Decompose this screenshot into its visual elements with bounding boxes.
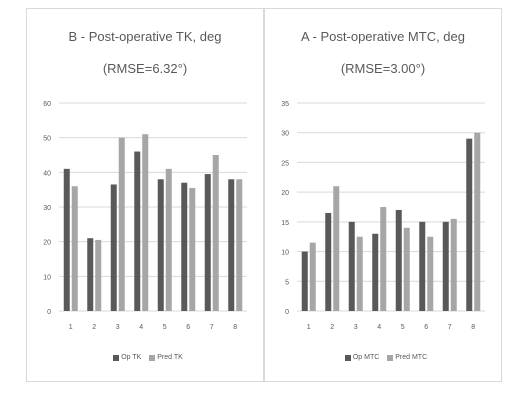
y-tick-label: 30	[43, 205, 51, 212]
y-tick-label: 15	[281, 220, 289, 227]
x-tick-label: 5	[163, 324, 167, 331]
bar-op-tk	[87, 238, 94, 311]
bar-pred-mtc	[309, 242, 316, 311]
x-tick-label: 6	[424, 324, 428, 331]
bar-pred-tk	[236, 179, 243, 311]
bar-op-mtc	[395, 209, 402, 311]
y-tick-label: 10	[43, 274, 51, 281]
x-tick-label: 3	[116, 324, 120, 331]
y-tick-label: 30	[281, 131, 289, 138]
bar-op-tk	[110, 184, 117, 311]
legend-label-op: Op MTC	[352, 354, 380, 361]
bar-pred-mtc	[380, 207, 387, 311]
bar-op-mtc	[325, 212, 332, 311]
chart-panel-mtc: A - Post-operative MTC, deg (RMSE=3.00°)…	[264, 8, 502, 382]
y-tick-label: 20	[281, 190, 289, 197]
bar-pred-mtc	[333, 186, 340, 311]
y-tick-label: 0	[47, 309, 51, 316]
bar-op-tk	[204, 174, 211, 311]
legend-swatch-op	[344, 354, 351, 361]
legend-swatch-pred	[149, 354, 156, 361]
bar-op-tk	[181, 182, 188, 311]
bar-op-tk	[134, 151, 141, 311]
x-tick-label: 4	[377, 324, 381, 331]
chart-title: A - Post-operative MTC, deg	[300, 29, 465, 44]
x-tick-label: 2	[92, 324, 96, 331]
x-tick-label: 8	[471, 324, 475, 331]
legend-swatch-pred	[387, 354, 394, 361]
x-tick-label: 1	[307, 324, 311, 331]
y-tick-label: 35	[281, 101, 289, 108]
bar-pred-tk	[142, 134, 149, 311]
bar-op-mtc	[372, 233, 379, 311]
bar-op-mtc	[442, 221, 449, 311]
x-tick-label: 5	[401, 324, 405, 331]
bar-op-mtc	[419, 221, 426, 311]
bar-chart-mtc: 0 5 10 15 20 25 30 35 1 2 3 4 5 6 7 8	[281, 101, 485, 331]
bar-pred-mtc	[450, 218, 457, 311]
legend: Op MTC Pred MTC	[265, 354, 501, 361]
bar-op-mtc	[301, 251, 308, 311]
bar-op-tk	[157, 179, 164, 311]
bar-pred-mtc	[474, 132, 481, 311]
y-tick-label: 25	[281, 160, 289, 167]
y-tick-label: 40	[43, 170, 51, 177]
chart-subtitle: (RMSE=3.00°)	[340, 61, 426, 76]
legend-swatch-op	[113, 354, 120, 361]
bar-pred-tk	[71, 186, 78, 311]
legend-label-pred: Pred MTC	[395, 354, 428, 361]
bar-pred-mtc	[356, 236, 363, 311]
y-tick-label: 60	[43, 101, 51, 108]
chart-panel-tk: B - Post-operative TK, deg (RMSE=6.32°) …	[26, 8, 264, 382]
bar-pred-tk	[95, 239, 102, 311]
bar-pred-mtc	[427, 236, 434, 311]
bar-pred-tk	[165, 168, 172, 311]
bar-chart-tk: 0 10 20 30 40 50 60 1 2 3 4 5 6 7 8	[43, 101, 247, 331]
chart-subtitle: (RMSE=6.32°)	[102, 61, 188, 76]
x-tick-label: 3	[354, 324, 358, 331]
x-tick-label: 8	[233, 324, 237, 331]
x-tick-label: 7	[210, 324, 214, 331]
y-tick-label: 10	[281, 250, 289, 257]
legend: Op TK Pred TK	[27, 354, 263, 361]
x-tick-label: 6	[186, 324, 190, 331]
bar-pred-tk	[118, 137, 125, 311]
x-tick-label: 7	[448, 324, 452, 331]
legend-label-op: Op TK	[121, 354, 142, 361]
y-tick-label: 0	[285, 309, 289, 316]
bar-pred-mtc	[403, 227, 410, 311]
x-tick-label: 4	[139, 324, 143, 331]
bar-op-tk	[63, 168, 70, 311]
bar-pred-tk	[189, 187, 196, 311]
bar-op-mtc	[348, 221, 355, 311]
bar-op-tk	[228, 179, 235, 311]
bar-pred-tk	[212, 155, 219, 311]
y-tick-label: 5	[285, 279, 289, 286]
x-tick-label: 1	[69, 324, 73, 331]
x-tick-label: 2	[330, 324, 334, 331]
legend-label-pred: Pred TK	[157, 354, 183, 361]
bar-op-mtc	[466, 138, 473, 311]
y-tick-label: 50	[43, 136, 51, 143]
y-tick-label: 20	[43, 240, 51, 247]
chart-title: B - Post-operative TK, deg	[68, 29, 222, 44]
